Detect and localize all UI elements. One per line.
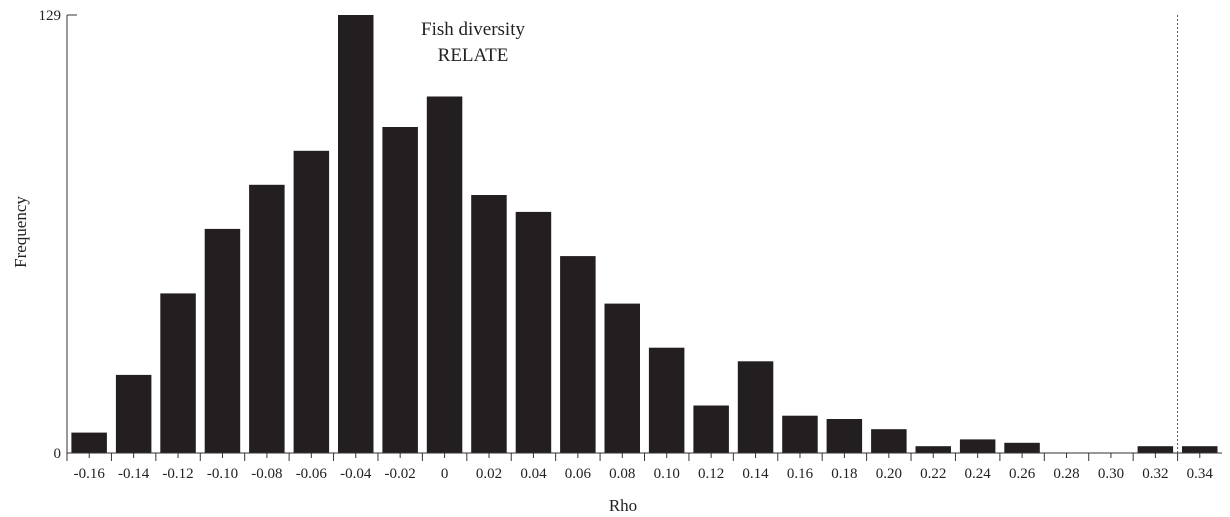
- bar: [604, 303, 640, 453]
- bar: [782, 415, 818, 453]
- bar: [871, 429, 907, 453]
- bar: [1137, 446, 1174, 453]
- x-tick-label: 0.34: [1187, 466, 1214, 482]
- x-tick-label: -0.10: [207, 466, 238, 482]
- bar: [560, 256, 596, 453]
- x-tick-label: 0.32: [1142, 466, 1168, 482]
- chart-title: Fish diversity RELATE: [421, 19, 525, 66]
- bar: [204, 228, 241, 453]
- bar: [382, 127, 418, 453]
- x-tick-label: 0.14: [742, 466, 769, 482]
- x-tick-label: 0.06: [565, 466, 592, 482]
- title-line-2: RELATE: [438, 45, 509, 66]
- y-tick-label: 129: [39, 8, 62, 24]
- bar: [1004, 442, 1040, 453]
- bar: [338, 15, 374, 453]
- title-line-1: Fish diversity: [421, 19, 525, 40]
- x-tick-label: 0.12: [698, 466, 724, 482]
- x-tick-label: 0.04: [520, 466, 547, 482]
- bar: [293, 150, 330, 454]
- axes-group: 0 129 -0.16 -0.14 -0.12 -0.10 -0.08 -0.06 -0.04-…: [39, 8, 1222, 482]
- bar: [115, 374, 152, 453]
- bar: [515, 211, 552, 453]
- x-axis-label: Rho: [609, 496, 637, 515]
- x-tick-label: -0.02: [385, 466, 416, 482]
- bar: [693, 405, 729, 453]
- bar: [249, 184, 285, 454]
- x-tick-label: 0: [441, 466, 449, 482]
- x-tick-label: -0.14: [118, 466, 150, 482]
- x-tick-label: 0.08: [609, 466, 635, 482]
- x-tick-label: -0.08: [251, 466, 282, 482]
- bar: [737, 361, 774, 453]
- x-tick-label: 0.02: [476, 466, 502, 482]
- x-tick-label: 0.10: [654, 466, 680, 482]
- x-tick-label: -0.04: [340, 466, 372, 482]
- y-axis-label: Frequency: [11, 196, 30, 268]
- bar: [915, 446, 951, 453]
- bar: [648, 347, 685, 453]
- x-tick-label: 0.22: [920, 466, 946, 482]
- x-tick-label: 0.20: [876, 466, 902, 482]
- x-tick-label: -0.12: [162, 466, 193, 482]
- bar: [826, 419, 863, 453]
- x-tick-label: -0.16: [74, 466, 106, 482]
- x-tick-label: 0.30: [1098, 466, 1124, 482]
- x-tick-label: 0.26: [1009, 466, 1036, 482]
- bar: [426, 96, 463, 453]
- bar: [160, 293, 196, 453]
- x-tick-label: 0.16: [787, 466, 814, 482]
- x-tick-label: 0.24: [965, 466, 992, 482]
- y-tick-label: 0: [54, 446, 62, 462]
- bars-group: [71, 15, 1218, 454]
- x-tick-label: 0.28: [1053, 466, 1079, 482]
- x-tick-label: 0.18: [831, 466, 857, 482]
- x-tick-label: -0.06: [296, 466, 328, 482]
- bar: [471, 195, 507, 453]
- bar: [1182, 446, 1218, 453]
- bar: [71, 432, 107, 453]
- bar: [959, 439, 996, 453]
